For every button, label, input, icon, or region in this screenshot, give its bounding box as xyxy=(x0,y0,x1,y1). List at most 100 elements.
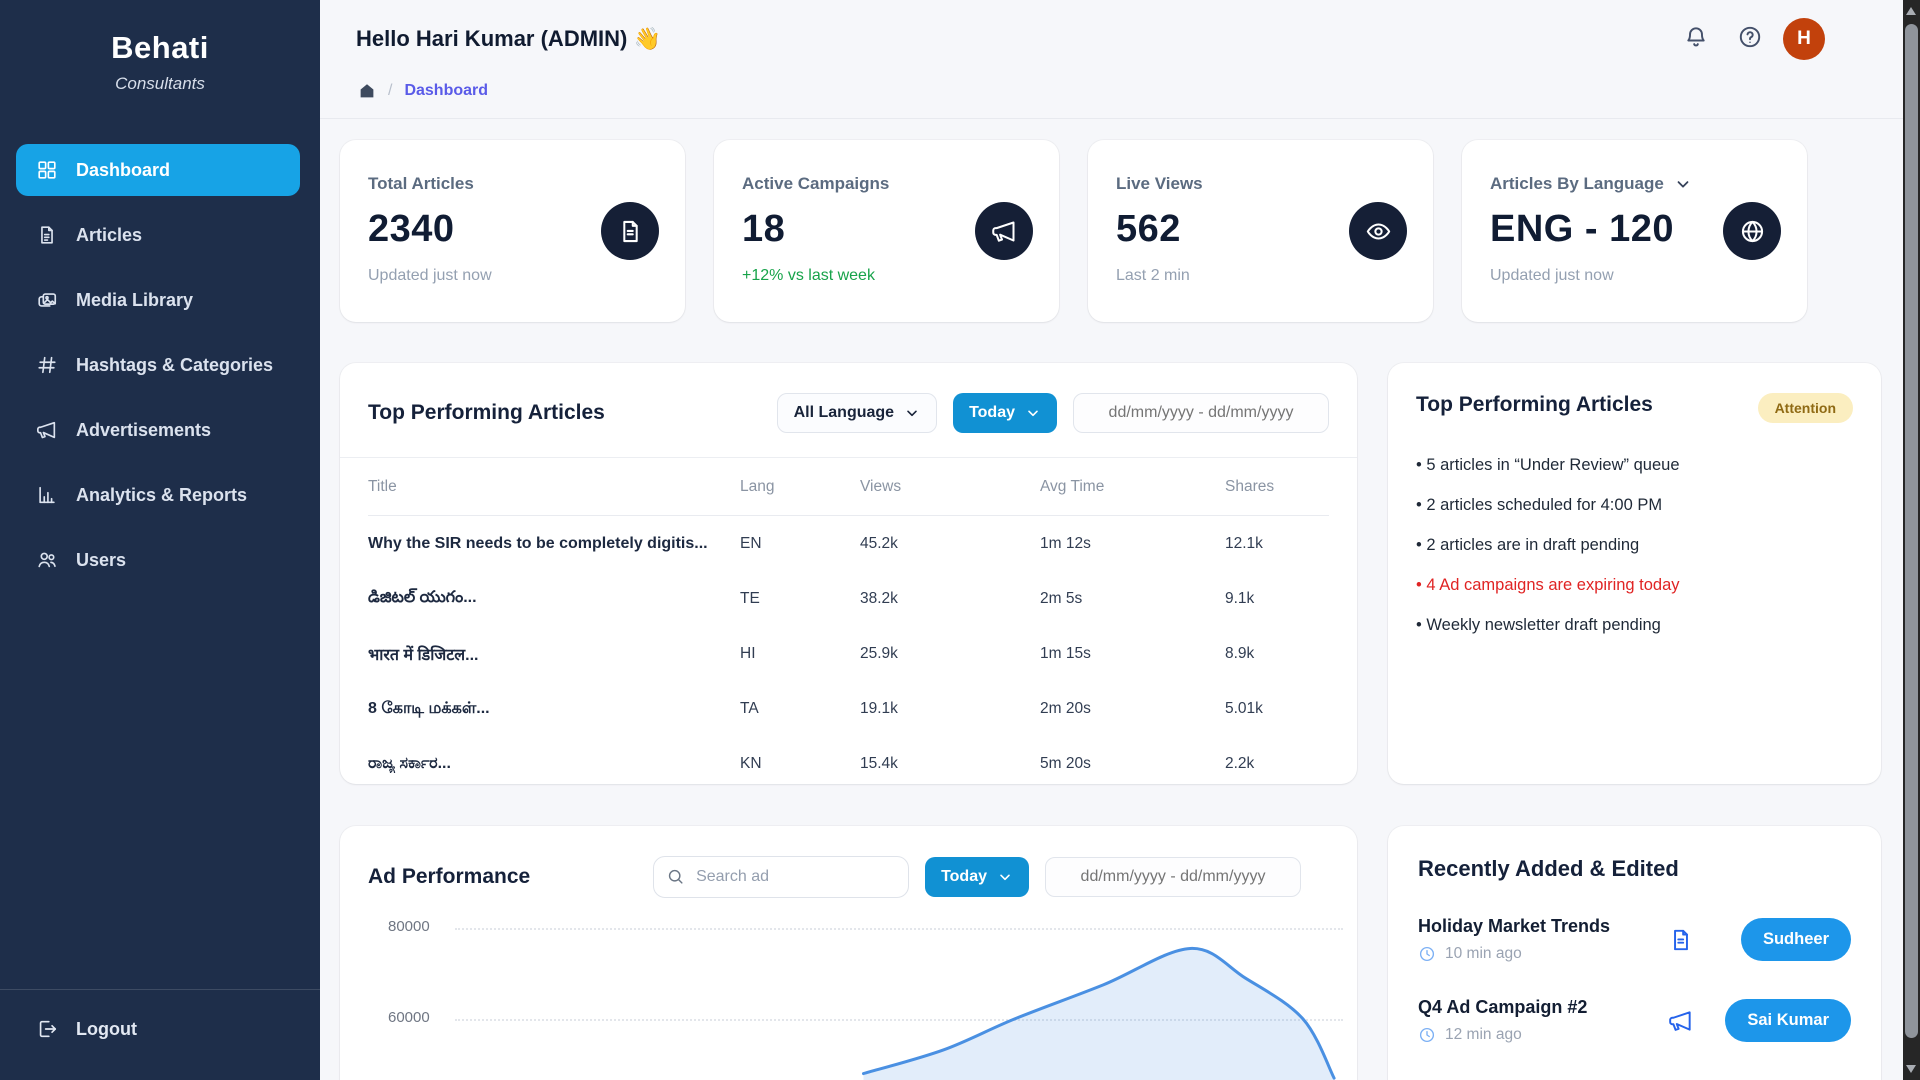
col-title: Title xyxy=(368,477,397,495)
article-views: 45.2k xyxy=(860,534,898,552)
scrollbar-up-arrow[interactable] xyxy=(1906,7,1916,15)
table-row[interactable]: Why the SIR needs to be completely digit… xyxy=(368,516,1329,571)
sidebar-item-label: Articles xyxy=(76,224,143,245)
recently-added-title: Recently Added & Edited xyxy=(1418,856,1679,881)
article-title: भारत में डिजिटल... xyxy=(368,646,479,664)
stat-subtext: Last 2 min xyxy=(1116,267,1190,284)
search-ad-input[interactable] xyxy=(653,856,910,898)
article-avg-time: 5m 20s xyxy=(1040,754,1091,772)
notifications-bell-icon[interactable] xyxy=(1683,24,1709,50)
stat-icon xyxy=(1739,218,1766,245)
home-icon[interactable] xyxy=(358,82,376,100)
clock-icon xyxy=(1418,945,1436,963)
recent-item-title: Q4 Ad Campaign #2 xyxy=(1418,997,1588,1017)
table-row[interactable]: డిజిటల్ యుగం... TE 38.2k 2m 5s 9.1k xyxy=(368,571,1329,626)
attention-panel: Top Performing Articles Attention 5 arti… xyxy=(1388,363,1881,784)
sidebar-item-articles[interactable]: Articles xyxy=(16,209,300,261)
scrollbar-down-arrow[interactable] xyxy=(1906,1065,1916,1073)
stat-value: 18 xyxy=(742,208,786,250)
brand-subtitle: Consultants xyxy=(115,74,205,93)
date-range-input[interactable] xyxy=(1045,857,1301,897)
table-row[interactable]: भारत में डिजिटल... HI 25.9k 1m 15s 8.9k xyxy=(368,626,1329,681)
chevron-down-icon xyxy=(997,869,1013,885)
sidebar-item-label: Advertisements xyxy=(76,419,212,440)
sidebar-item-label: Users xyxy=(76,549,127,570)
sidebar-item-users[interactable]: Users xyxy=(16,534,300,586)
ad-performance-card: Ad Performance Today 80000 60000 xyxy=(340,826,1357,1080)
article-views: 15.4k xyxy=(860,754,898,772)
article-shares: 5.01k xyxy=(1225,699,1263,717)
topbar: Hello Hari Kumar (ADMIN) 👋 / Dashboard H xyxy=(320,0,1903,119)
stat-card-active-campaigns: Active Campaigns 18 +12% vs last week xyxy=(714,140,1059,322)
sidebar-footer: Logout xyxy=(0,989,320,1080)
articles-table: Title Lang Views Avg Time Shares Why the… xyxy=(340,458,1357,791)
article-lang: KN xyxy=(740,754,762,772)
chevron-down-icon[interactable] xyxy=(1213,175,1231,193)
page-scrollbar xyxy=(1903,0,1920,1080)
recent-item-user-button[interactable]: Sai Kumar xyxy=(1725,999,1851,1042)
sidebar-item-analytics-reports[interactable]: Analytics & Reports xyxy=(16,469,300,521)
stat-label: Active Campaigns xyxy=(742,174,890,193)
search-icon xyxy=(666,867,685,886)
recent-item-q4-ad-campaign-2: Q4 Ad Campaign #2 12 min ago Sai Kumar xyxy=(1418,997,1851,1044)
card-divider xyxy=(340,457,1357,458)
recent-item-holiday-market-trends: Holiday Market Trends 10 min ago Sudheer xyxy=(1418,916,1851,963)
today-range-button[interactable]: Today xyxy=(925,857,1029,897)
topbar-icons xyxy=(1683,24,1763,50)
top-articles-header: Top Performing Articles All Language Tod… xyxy=(340,363,1357,457)
recently-added-panel: Recently Added & Edited Holiday Market T… xyxy=(1388,826,1881,1080)
user-avatar[interactable]: H xyxy=(1783,18,1825,60)
chevron-down-icon[interactable] xyxy=(1674,175,1692,193)
col-lang: Lang xyxy=(740,477,775,495)
article-shares: 2.2k xyxy=(1225,754,1255,772)
col-shares: Shares xyxy=(1225,477,1275,495)
recent-item-time: 10 min ago xyxy=(1445,945,1522,962)
stat-icon xyxy=(617,218,644,245)
logout-button[interactable]: Logout xyxy=(0,1018,320,1040)
ad-performance-title: Ad Performance xyxy=(368,865,531,888)
stat-card-live-views: Live Views 562 Last 2 min xyxy=(1088,140,1433,322)
recent-item-user-button[interactable]: Sudheer xyxy=(1740,918,1851,961)
article-title: Why the SIR needs to be completely digit… xyxy=(368,534,708,552)
chevron-down-icon[interactable] xyxy=(484,175,502,193)
stat-icon-circle xyxy=(601,202,659,260)
sidebar-item-label: Analytics & Reports xyxy=(76,484,248,505)
chevron-down-icon xyxy=(1025,405,1041,421)
recent-item-type-icon xyxy=(1668,927,1694,953)
brand-logo: Behati Consultants xyxy=(0,0,320,94)
recent-item-time: 12 min ago xyxy=(1445,1026,1522,1043)
help-icon[interactable] xyxy=(1737,24,1763,50)
article-views: 19.1k xyxy=(860,699,898,717)
stat-icon-circle xyxy=(1723,202,1781,260)
language-filter-select[interactable]: All Language xyxy=(776,393,938,433)
y-axis-tick: 60000 xyxy=(388,1009,430,1026)
recent-item-type-icon xyxy=(1668,1008,1694,1034)
attention-panel-title: Top Performing Articles xyxy=(1416,393,1653,416)
breadcrumb: / Dashboard xyxy=(358,82,488,100)
stat-value: ENG - 120 xyxy=(1490,208,1675,250)
sidebar-item-media-library[interactable]: Media Library xyxy=(16,274,300,326)
sidebar-item-hashtags-categories[interactable]: Hashtags & Categories xyxy=(16,339,300,391)
article-avg-time: 1m 12s xyxy=(1040,534,1091,552)
table-header-row: Title Lang Views Avg Time Shares xyxy=(368,458,1329,516)
main-content: Hello Hari Kumar (ADMIN) 👋 / Dashboard H… xyxy=(320,0,1903,1080)
date-range-input[interactable] xyxy=(1073,393,1329,433)
article-avg-time: 2m 20s xyxy=(1040,699,1091,717)
stat-icon xyxy=(1365,218,1392,245)
stat-value: 2340 xyxy=(368,208,455,250)
stat-icon-circle xyxy=(1349,202,1407,260)
stat-card-total-articles: Total Articles 2340 Updated just now xyxy=(340,140,685,322)
ad-performance-chart: 80000 60000 xyxy=(340,914,1357,1080)
article-title: 8 கோடி மக்கள்... xyxy=(368,699,490,717)
scrollbar-thumb[interactable] xyxy=(1905,24,1918,1038)
table-row[interactable]: ರಾಜ್ಯ ಸರ್ಕಾರ... KN 15.4k 5m 20s 2.2k xyxy=(368,736,1329,791)
area-chart-svg xyxy=(861,946,1336,1080)
col-views: Views xyxy=(860,477,902,495)
today-range-button[interactable]: Today xyxy=(953,393,1057,433)
sidebar-item-dashboard[interactable]: Dashboard xyxy=(16,144,300,196)
table-row[interactable]: 8 கோடி மக்கள்... TA 19.1k 2m 20s 5.01k xyxy=(368,681,1329,736)
sidebar-item-advertisements[interactable]: Advertisements xyxy=(16,404,300,456)
chevron-down-icon[interactable] xyxy=(899,175,917,193)
breadcrumb-dashboard-link[interactable]: Dashboard xyxy=(404,82,489,99)
stat-label: Articles By Language xyxy=(1490,174,1664,193)
